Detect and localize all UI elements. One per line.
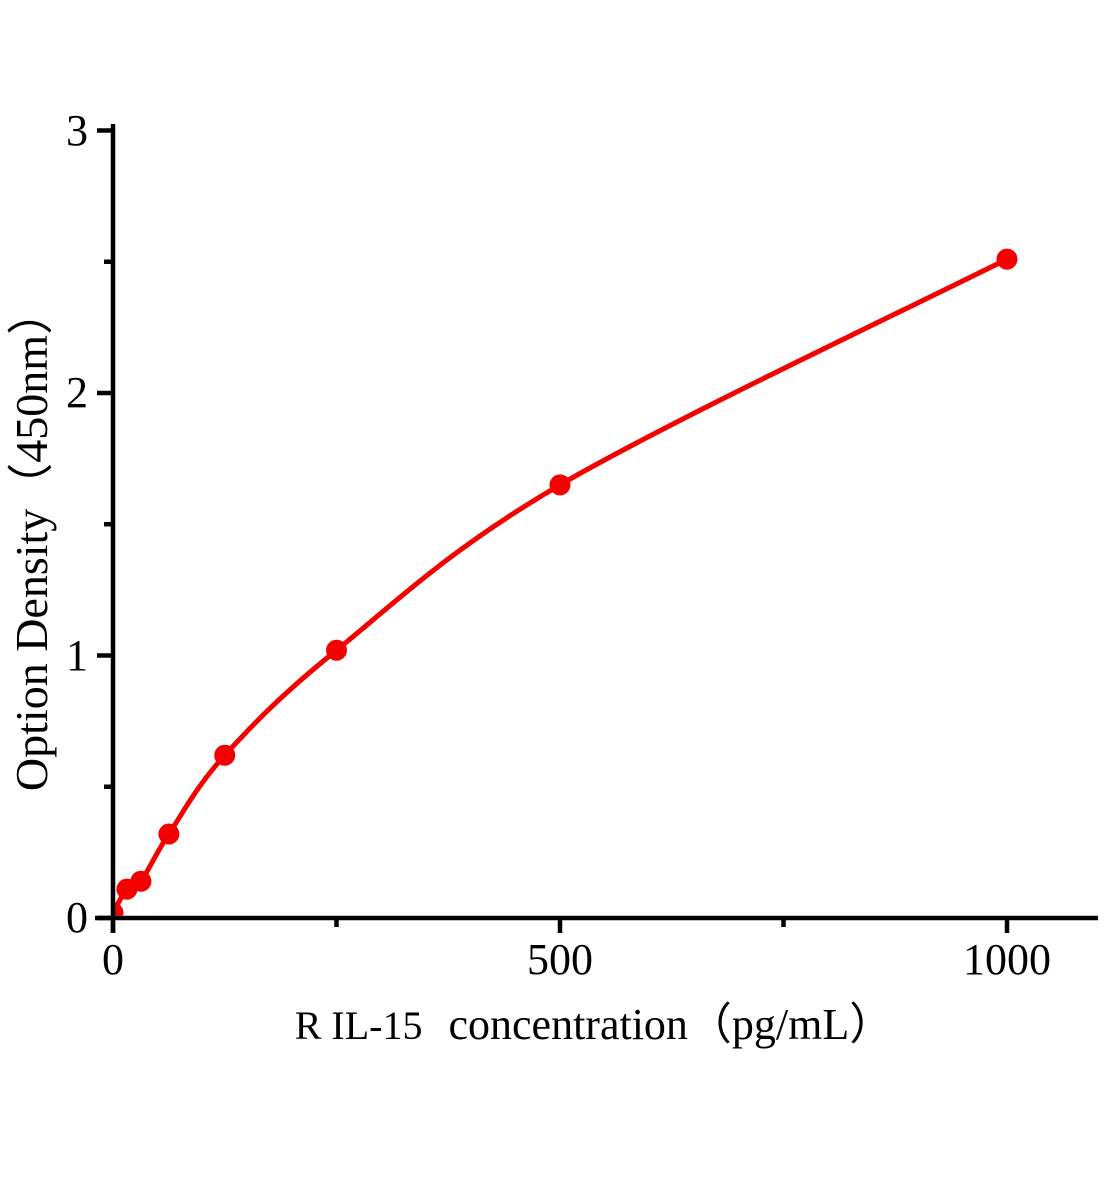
y-tick-label-3: 3: [66, 105, 88, 155]
y-tick-label-2: 2: [66, 368, 88, 417]
x-axis-title-unit: concentration（pg/mL）: [448, 1000, 894, 1049]
standard-curve-line: [115, 256, 1009, 915]
y-tick-label-0: 0: [66, 893, 88, 942]
x-tick-label-0: 0: [102, 935, 124, 984]
y-tick-label-1: 1: [66, 630, 88, 680]
x-axis-title: R IL-15 concentration（pg/mL）: [295, 1000, 894, 1051]
data-point-marker-7: [996, 248, 1018, 270]
data-point-marker-6: [549, 474, 571, 496]
y-axis-title: Option Density（450nm）: [6, 288, 57, 792]
data-point-marker-2: [130, 870, 152, 892]
x-axis-title-analyte: R IL-15: [294, 1003, 423, 1048]
data-point-marker-0: [115, 902, 124, 916]
x-tick-label-500: 500: [527, 935, 593, 984]
data-point-marker-5: [326, 639, 347, 661]
data-point-marker-4: [214, 744, 236, 766]
x-tick-label-1000: 1000: [963, 935, 1051, 984]
series-group: [115, 248, 1018, 916]
data-point-marker-3: [158, 823, 180, 845]
